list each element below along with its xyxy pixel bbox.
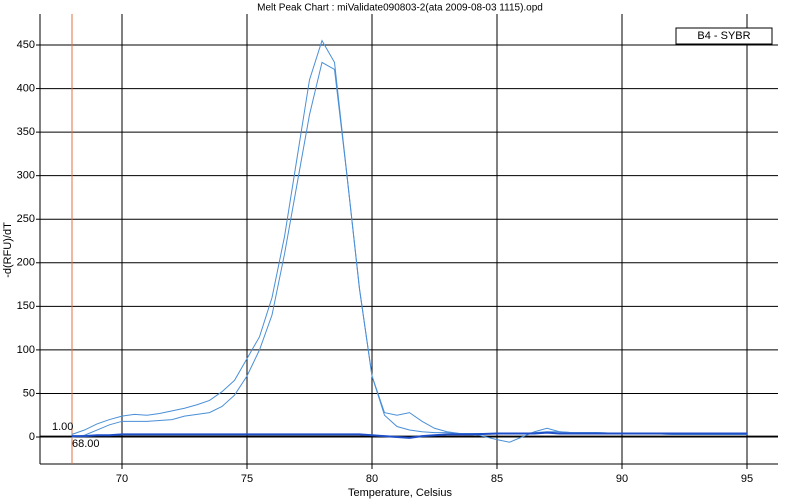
y-tick-label: 200 (17, 257, 35, 269)
x-tick-label: 95 (741, 473, 753, 485)
y-tick-label: 0 (29, 431, 35, 443)
legend-entry: B4 - SYBR (697, 30, 750, 42)
threshold-x-label: 68.00 (72, 438, 100, 450)
y-tick-label: 450 (17, 39, 35, 51)
y-tick-label: 250 (17, 213, 35, 225)
series-line (71, 39, 747, 443)
y-tick-label: 50 (23, 387, 35, 399)
x-tick-label: 80 (366, 473, 378, 485)
y-tick-label: 150 (17, 300, 35, 312)
y-tick-label: 100 (17, 344, 35, 356)
series-line (71, 61, 747, 438)
series-line (72, 431, 747, 439)
x-tick-label: 90 (616, 473, 628, 485)
threshold-y-label: 1.00 (52, 421, 73, 433)
chart-title: Melt Peak Chart : miValidate090803-2(ata… (257, 3, 543, 14)
legend-box (675, 27, 773, 45)
y-tick-label: 350 (17, 126, 35, 138)
x-axis-label: Temperature, Celsius (348, 487, 452, 499)
y-axis-label: -d(RFU)/dT (2, 222, 14, 278)
y-tick-label: 400 (17, 82, 35, 94)
x-tick-label: 70 (116, 473, 128, 485)
x-tick-label: 75 (241, 473, 253, 485)
x-tick-label: 85 (491, 473, 503, 485)
y-tick-label: 300 (17, 170, 35, 182)
